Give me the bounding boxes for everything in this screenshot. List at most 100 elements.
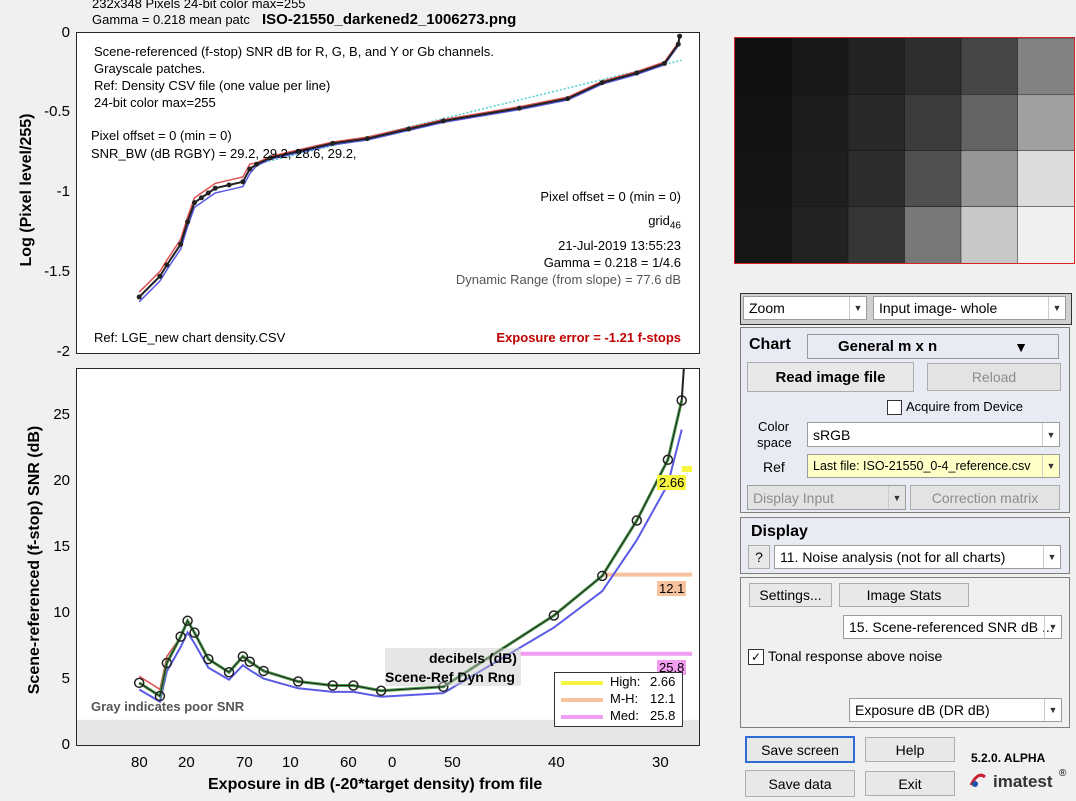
read-image-button[interactable]: Read image file [747,362,914,392]
data-point [440,118,446,124]
chart-type-value: General m x n [838,338,938,355]
channel-line-0 [138,34,681,293]
save-data-button[interactable]: Save data [745,770,855,797]
date-label: 21-Jul-2019 13:55:23 [558,238,681,253]
data-point [161,657,173,669]
gray-patch [847,38,906,96]
bottom-ytick: 5 [61,670,70,687]
data-point [133,677,145,689]
legend-swatch-med [561,715,603,719]
chevron-down-icon: ▼ [1042,423,1059,446]
ref-value: Last file: ISO-21550_0-4_reference.csv [813,459,1031,473]
legend-name: M-H: [610,691,639,706]
tonal-checkbox[interactable]: ✓ [748,649,764,665]
zoom-select[interactable]: Zoom ▼ [743,296,867,320]
image-stats-button[interactable]: Image Stats [839,583,969,607]
data-point [327,680,338,691]
top-ytick: -1.5 [44,263,70,280]
data-point [375,685,387,697]
gray-patch [791,38,850,96]
imatest-logo-text: imatest [993,772,1053,791]
gray-patch [1017,150,1074,208]
data-point [295,148,301,154]
bottom-xtick: 70 [236,754,253,771]
help-question-button[interactable]: ? [748,545,770,569]
data-point [268,155,274,161]
legend-swatch-mh [561,698,603,702]
data-point [254,161,260,167]
bottom-plot-svg [77,369,699,745]
bottom-ytick: 25 [53,406,70,423]
gray-patch [1017,38,1074,96]
data-point [205,190,211,196]
display-input-select[interactable]: Display Input ▼ [747,485,906,510]
data-point [675,41,681,47]
top-plot-area: Scene-referenced (f-stop) SNR dB for R, … [76,32,700,354]
gray-patch [847,150,906,208]
grid-sub: 46 [669,220,681,232]
bottom-xtick: 30 [652,754,669,771]
input-image-select[interactable]: Input image- whole ▼ [873,296,1066,320]
bottom-xtick: 60 [340,754,357,771]
gray-patch [735,94,793,152]
legend-name: Med: [610,708,639,723]
bottom-xtick: 10 [282,754,299,771]
gray-patch [791,94,850,152]
gamma-label: Gamma = 0.218 = 1/4.6 [543,255,681,270]
data-point [182,615,193,627]
data-point [565,96,571,102]
zoom-value: Zoom [749,300,785,316]
gray-note: Gray indicates poor SNR [91,699,245,714]
y-channel-line [138,36,681,298]
chevron-down-icon: ▼ [888,486,905,509]
bottom-xtick: 80 [131,754,148,771]
chevron-down-icon: ▼ [1048,297,1065,319]
data-point [212,185,218,191]
pixel-offset-right: Pixel offset = 0 (min = 0) [540,189,681,204]
data-point [631,515,643,526]
gray-patch [735,206,793,263]
bottom-plot-area: Gray indicates poor SNR decibels (dB) Sc… [76,368,700,746]
gray-patch [960,38,1019,96]
acquire-checkbox[interactable] [887,400,902,415]
color-space-select[interactable]: sRGB ▼ [807,422,1060,447]
reload-button[interactable]: Reload [927,363,1061,391]
chevron-down-icon: ▼ [1044,699,1061,721]
gray-patch [847,206,906,263]
chart-type-select[interactable]: General m x n ▼ [807,334,1059,359]
data-point [330,140,336,146]
image-thumbnail[interactable] [734,37,1075,264]
gray-patch [904,206,963,263]
color-space-label: Color [758,419,790,434]
ref-file-label: Ref: LGE_new chart density.CSV [94,330,286,345]
version-label: 5.2.0. ALPHA [971,751,1046,765]
decibels-label: decibels (dB) [429,650,517,666]
gray-patch [791,150,850,208]
save-screen-button[interactable]: Save screen [745,736,855,763]
settings-panel [740,577,1070,728]
ref-select[interactable]: Last file: ISO-21550_0-4_reference.csv ▼ [807,454,1060,478]
ref-label: Ref [763,459,785,475]
help-button[interactable]: Help [865,737,955,762]
snr-select[interactable]: 15. Scene-referenced SNR dB ... ▼ [843,615,1062,639]
gray-patch [1017,206,1074,263]
gray-patch [904,94,963,152]
plot-title: ISO-21550_darkened2_1006273.png [262,11,517,28]
exposure-select[interactable]: Exposure dB (DR dB) ▼ [849,698,1062,722]
chevron-down-icon: ▼ [849,297,866,319]
exit-button[interactable]: Exit [865,771,955,796]
data-point [676,395,687,406]
pixel-offset-left: Pixel offset = 0 (min = 0) [91,128,232,143]
data-point [247,166,253,172]
color-space-label-2: space [757,435,792,450]
chevron-down-icon: ▼ [1044,616,1061,638]
snr-value: 15. Scene-referenced SNR dB ... [849,619,1054,635]
settings-button[interactable]: Settings... [749,583,832,607]
correction-matrix-button[interactable]: Correction matrix [910,485,1060,510]
display-select[interactable]: 11. Noise analysis (not for all charts) ▼ [774,545,1061,569]
imatest-logo-icon [967,769,989,791]
chart-panel-title: Chart [749,336,791,353]
exposure-error-label: Exposure error = -1.21 f-stops [496,330,681,345]
data-point [406,126,412,132]
chevron-down-icon: ▼ [1042,455,1059,477]
